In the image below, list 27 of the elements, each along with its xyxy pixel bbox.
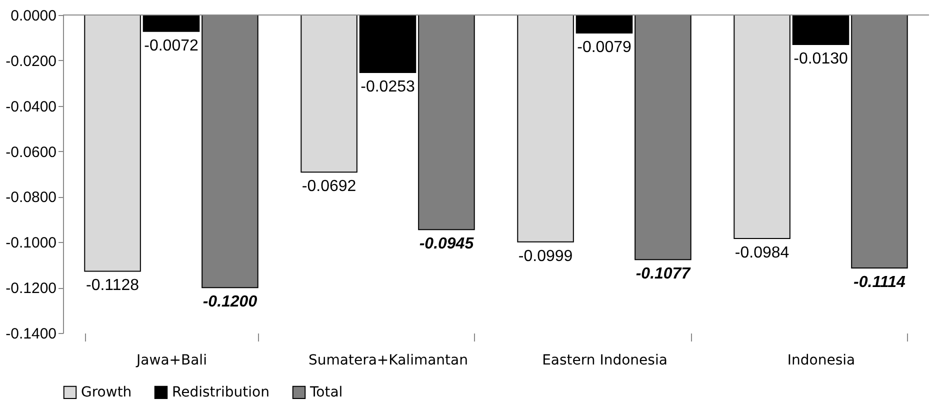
- data-label: -0.0130: [794, 50, 848, 68]
- y-tick-label: -0.1000: [6, 234, 56, 252]
- data-label: -0.1077: [636, 266, 692, 283]
- data-label: -0.0072: [144, 37, 198, 54]
- y-tick-label: -0.0200: [6, 52, 56, 70]
- data-label: -0.0984: [734, 244, 790, 262]
- y-tick-label: -0.0600: [6, 144, 56, 161]
- data-label: -0.0999: [518, 248, 573, 265]
- y-tick-label: -0.1400: [6, 326, 56, 342]
- y-tick-label: 0.0000: [10, 8, 56, 24]
- y-tick-label: -0.0800: [6, 189, 56, 206]
- legend-label: Growth: [81, 384, 132, 400]
- legend-label: Redistribution: [172, 384, 270, 400]
- x-tick-label: Eastern Indonesia: [542, 352, 668, 368]
- y-tick-label: -0.1200: [6, 280, 56, 298]
- x-tick-label: Sumatera+Kalimantan: [308, 352, 468, 368]
- data-label: -0.1128: [86, 277, 140, 294]
- data-label: -0.0253: [360, 78, 415, 96]
- data-label: -0.0692: [302, 178, 356, 196]
- x-tick-label: Jawa+Bali: [136, 352, 207, 368]
- legend-label: Total: [309, 384, 343, 400]
- data-label: -0.1200: [202, 294, 258, 311]
- data-label: -0.0945: [419, 236, 475, 253]
- data-label: -0.1114: [854, 274, 906, 292]
- y-tick-label: -0.0400: [6, 98, 56, 116]
- data-label: -0.0079: [577, 38, 632, 56]
- x-tick-label: Indonesia: [787, 352, 856, 368]
